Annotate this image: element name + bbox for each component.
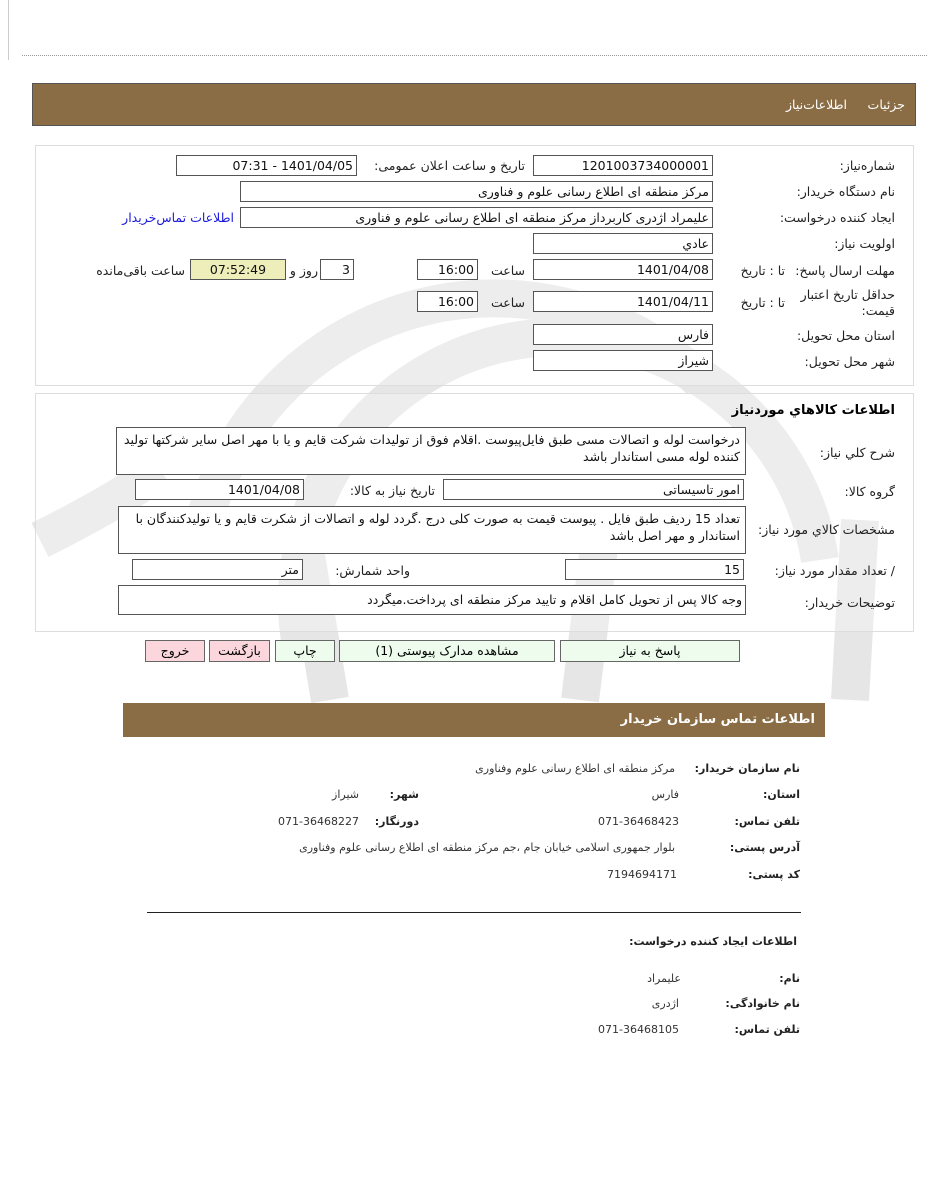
notes-label: توضیحات خریدار:: [804, 595, 895, 610]
need-date-field: 1401/04/08: [135, 479, 304, 500]
days-remaining-field: 3: [320, 259, 354, 280]
validity-date-field: 1401/04/11: [533, 291, 713, 312]
postal-label: کد پستی:: [748, 868, 800, 881]
tab-details[interactable]: جزئیات: [867, 97, 905, 112]
creator-label: ایجاد کننده درخواست:: [779, 210, 895, 225]
page-header: جزئیات اطلاعات‌نیاز: [32, 83, 916, 126]
phone-label: تلفن تماس:: [734, 815, 800, 828]
time-remaining-label: ساعت باقی‌مانده: [96, 263, 185, 278]
org-label: نام سازمان خریدار:: [694, 762, 800, 775]
address-value: بلوار جمهوری اسلامی خیابان جام ،جم مرکز …: [299, 841, 675, 854]
family-value: اژدری: [651, 997, 679, 1010]
priority-label: اولویت نیاز:: [834, 236, 895, 251]
creator-phone-label: تلفن تماس:: [734, 1023, 800, 1036]
group-label: گروه کالا:: [844, 484, 895, 499]
attachments-button[interactable]: مشاهده مدارک پیوستی (1): [339, 640, 555, 662]
validity-time-field: 16:00: [417, 291, 478, 312]
postal-value: 7194694171: [607, 868, 677, 881]
tab-need-info[interactable]: اطلاعات‌نیاز: [785, 97, 847, 112]
contact-header: اطلاعات تماس سازمان خریدار: [123, 703, 825, 737]
deadline-date-field: 1401/04/08: [533, 259, 713, 280]
creator-info-title: اطلاعات ایجاد کننده درخواست:: [629, 935, 797, 948]
buyer-field: مرکز منطقه ای اطلاع رسانی علوم و فناوری: [240, 181, 713, 202]
deadline-time-field: 16:00: [417, 259, 478, 280]
creator-field: علیمراد اژدری کاربرداز مرکز منطقه ای اطل…: [240, 207, 713, 228]
family-label: نام خانوادگی:: [725, 997, 800, 1010]
group-field: امور تاسیساتی: [443, 479, 744, 500]
need-number-field: 1201003734000001: [533, 155, 713, 176]
goods-title: اطلاعات کالاهاي موردنیاز: [731, 403, 895, 418]
qty-label: / تعداد مقدار مورد نیاز:: [774, 563, 895, 578]
province-label: استان محل تحویل:: [796, 328, 895, 343]
province-field: فارس: [533, 324, 713, 345]
unit-field: متر: [132, 559, 303, 580]
desc-label: شرح کلي نیاز:: [819, 445, 895, 460]
notes-field: وجه کالا پس از تحویل کامل اقلام و تایید …: [118, 585, 746, 615]
contact-city-value: شیراز: [332, 788, 359, 801]
creator-phone-value: 071-36468105: [598, 1023, 679, 1036]
days-label: روز و: [289, 263, 318, 278]
print-button[interactable]: چاپ: [275, 640, 335, 662]
fax-label: دورنگار:: [374, 815, 419, 828]
qty-field: 15: [565, 559, 744, 580]
top-divider: [22, 55, 927, 56]
validity-label: حداقل تاریخ اعتبار قیمت:: [800, 287, 895, 318]
buyer-label: نام دستگاه خریدار:: [796, 184, 895, 199]
announce-field: 1401/04/05 - 07:31: [176, 155, 357, 176]
city-label: شهر محل تحویل:: [804, 354, 895, 369]
deadline-label: مهلت ارسال پاسخ:: [795, 263, 895, 278]
desc-field: درخواست لوله و اتصالات مسی طبق فایل‌پیوس…: [116, 427, 746, 475]
name-label: نام:: [779, 972, 800, 985]
validity-time-label: ساعت: [490, 295, 525, 310]
deadline-to-date-label: تا : تاریخ: [740, 263, 785, 278]
contact-divider: [147, 912, 801, 913]
name-value: علیمراد: [647, 972, 681, 985]
contact-province-label: استان:: [763, 788, 800, 801]
exit-button[interactable]: خروج: [145, 640, 205, 662]
contact-title: اطلاعات تماس سازمان خریدار: [620, 712, 815, 727]
validity-to-date-label: تا : تاریخ: [740, 295, 785, 310]
left-border: [8, 0, 9, 60]
need-date-label: تاریخ نیاز به کالا:: [349, 483, 435, 498]
fax-value: 071-36468227: [278, 815, 359, 828]
deadline-time-label: ساعت: [490, 263, 525, 278]
time-remaining-field: 07:52:49: [190, 259, 286, 280]
specs-label: مشخصات کالاي مورد نیاز:: [758, 522, 895, 537]
unit-label: واحد شمارش:: [335, 563, 410, 578]
phone-value: 071-36468423: [598, 815, 679, 828]
contact-province-value: فارس: [651, 788, 679, 801]
buyer-contact-link[interactable]: اطلاعات تماس‌خریدار: [122, 210, 234, 225]
need-number-label: شماره‌نیاز:: [839, 158, 895, 173]
announce-label: تاریخ و ساعت اعلان عمومی:: [374, 158, 525, 173]
specs-field: تعداد 15 ردیف طبق فایل . پیوست قیمت به ص…: [118, 506, 746, 554]
priority-field: عادي: [533, 233, 713, 254]
back-button[interactable]: بازگشت: [209, 640, 270, 662]
address-label: آدرس پستی:: [729, 841, 800, 854]
contact-city-label: شهر:: [389, 788, 419, 801]
city-field: شیراز: [533, 350, 713, 371]
reply-button[interactable]: پاسخ به نیاز: [560, 640, 740, 662]
org-value: مرکز منطقه ای اطلاع رسانی علوم وفناوری: [475, 762, 675, 775]
